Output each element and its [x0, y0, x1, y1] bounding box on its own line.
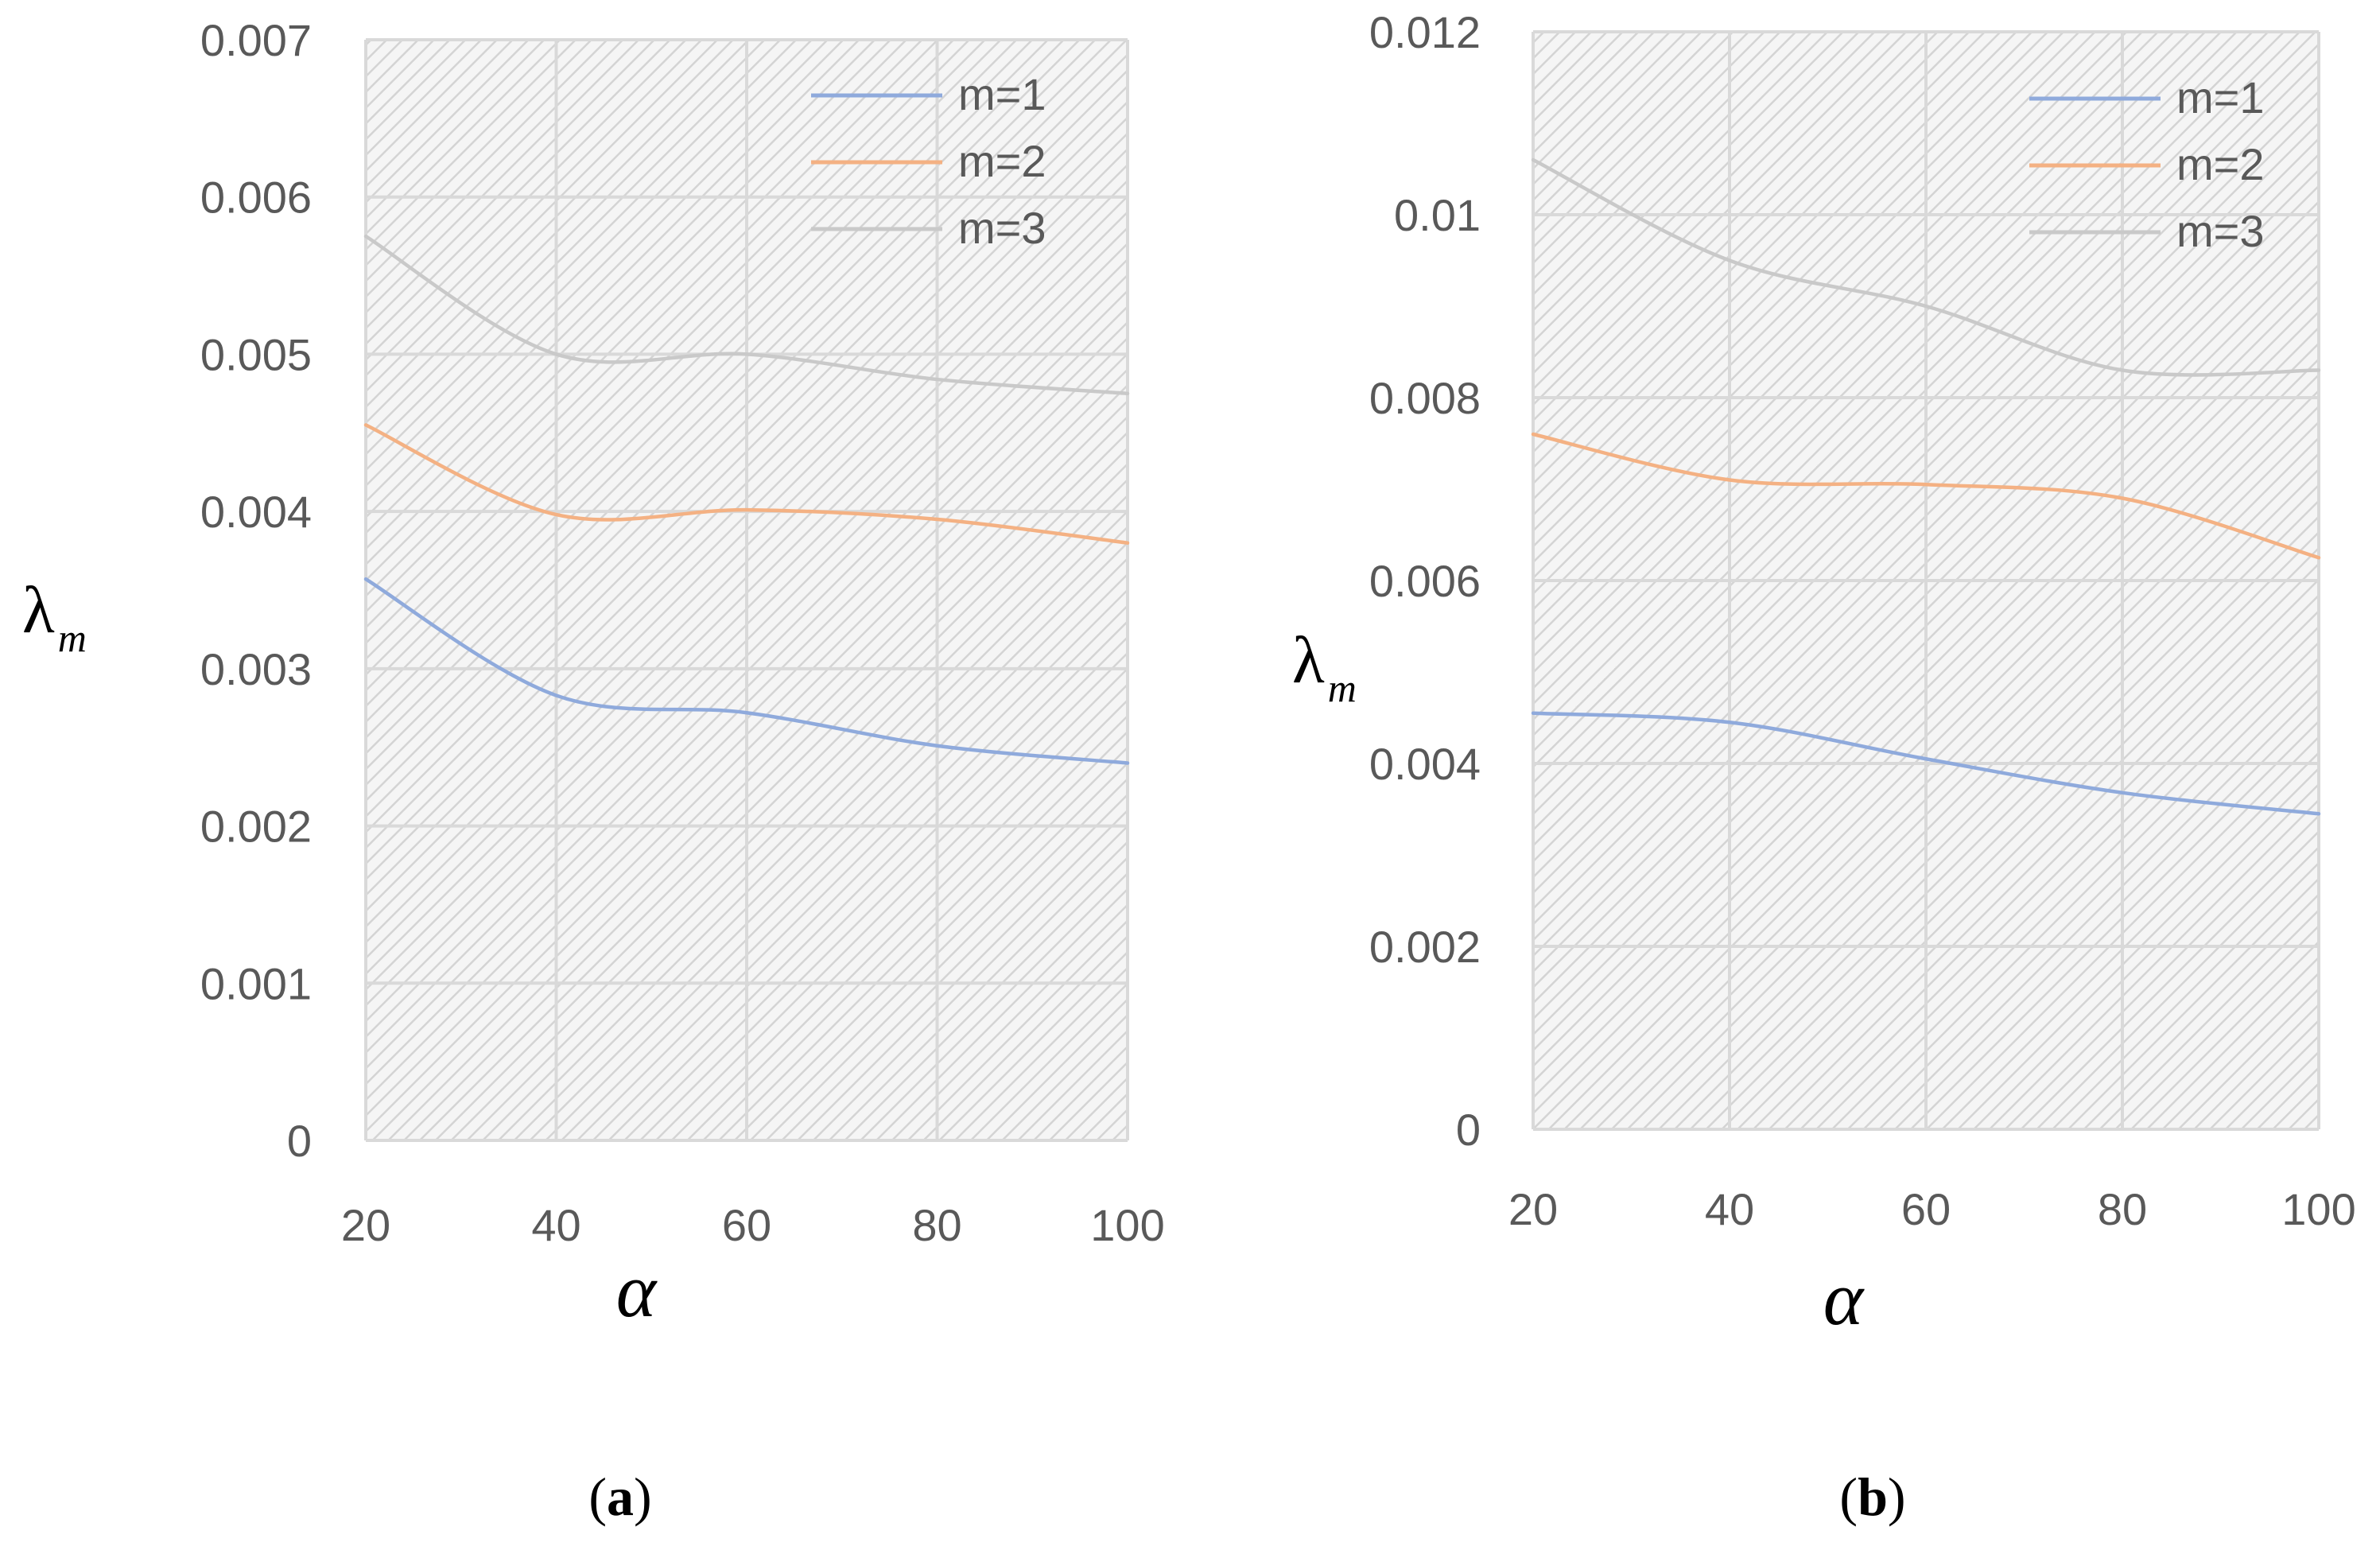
- y-axis-label-sub-b: m: [1328, 666, 1357, 710]
- series-line-m2: [363, 423, 1130, 545]
- y-axis-label-a: λm: [22, 573, 87, 660]
- x-axis-ticks-b: 20 40 60 80 100: [1508, 1184, 2356, 1234]
- legend-label: m=2: [2176, 139, 2265, 189]
- series-group-a: [363, 234, 1130, 765]
- series-line-m1: [1531, 711, 2321, 816]
- y-tick-label: 0.003: [200, 644, 312, 694]
- series-line-m2: [1531, 432, 2321, 560]
- x-tick-label: 40: [1705, 1184, 1754, 1234]
- x-tick-label: 80: [912, 1200, 961, 1250]
- y-tick-label: 0.01: [1394, 190, 1481, 240]
- y-axis-label-main-a: λ: [22, 573, 55, 647]
- y-axis-label-b: λm: [1292, 623, 1357, 710]
- panel-label-b: (b): [1839, 1466, 1905, 1527]
- gridlines-a: [364, 38, 1129, 1142]
- legend-label: m=1: [2176, 72, 2265, 122]
- gridlines-b: [1532, 30, 2320, 1131]
- legend-label: m=1: [958, 69, 1046, 119]
- x-tick-label: 100: [1090, 1200, 1164, 1250]
- y-tick-label: 0.004: [1369, 739, 1481, 789]
- legend-label: m=3: [2176, 206, 2265, 256]
- panel-letter-a: a: [607, 1466, 634, 1527]
- chart-b: 0 0.002 0.004 0.006 0.008 0.01 0.012 20 40 60 80 1…: [1292, 7, 2356, 1527]
- x-tick-label: 60: [1901, 1184, 1951, 1234]
- x-tick-label: 20: [1508, 1184, 1558, 1234]
- series-line-m1: [363, 577, 1130, 765]
- x-tick-label: 20: [341, 1200, 390, 1250]
- y-axis-label-main-b: λ: [1292, 623, 1325, 697]
- y-tick-label: 0.001: [200, 958, 312, 1008]
- legend-label: m=3: [958, 203, 1046, 253]
- chart-a: 0 0.001 0.002 0.003 0.004 0.005 0.006 0.007 20 4…: [22, 15, 1165, 1527]
- x-axis-ticks-a: 20 40 60 80 100: [341, 1200, 1165, 1250]
- y-tick-label: 0: [1456, 1105, 1481, 1155]
- x-axis-label-b: α: [1823, 1256, 1865, 1341]
- panel-letter-b: b: [1858, 1466, 1888, 1527]
- legend-label: m=2: [958, 136, 1046, 186]
- y-axis-ticks-a: 0 0.001 0.002 0.003 0.004 0.005 0.006 0.007: [200, 15, 312, 1166]
- panel-label-a: (a): [588, 1466, 651, 1527]
- y-tick-label: 0.005: [200, 329, 312, 379]
- y-tick-label: 0: [287, 1116, 312, 1166]
- x-tick-label: 60: [722, 1200, 771, 1250]
- y-tick-label: 0.012: [1369, 7, 1481, 57]
- series-group-b: [1531, 157, 2321, 816]
- y-tick-label: 0.002: [1369, 922, 1481, 972]
- y-tick-label: 0.002: [200, 802, 312, 852]
- series-line-m3: [363, 234, 1130, 396]
- legend-a: m=1 m=2 m=3: [811, 69, 1046, 253]
- y-tick-label: 0.008: [1369, 373, 1481, 423]
- y-axis-label-sub-a: m: [58, 616, 87, 660]
- y-tick-label: 0.006: [200, 173, 312, 223]
- series-line-m3: [1531, 157, 2321, 377]
- x-tick-label: 80: [2098, 1184, 2147, 1234]
- y-tick-label: 0.006: [1369, 556, 1481, 606]
- y-tick-label: 0.004: [200, 487, 312, 537]
- legend-b: m=1 m=2 m=3: [2029, 72, 2265, 256]
- y-axis-ticks-b: 0 0.002 0.004 0.006 0.008 0.01 0.012: [1369, 7, 1481, 1155]
- y-tick-label: 0.007: [200, 15, 312, 65]
- x-axis-label-a: α: [616, 1248, 658, 1333]
- x-tick-label: 100: [2281, 1184, 2355, 1234]
- x-tick-label: 40: [531, 1200, 580, 1250]
